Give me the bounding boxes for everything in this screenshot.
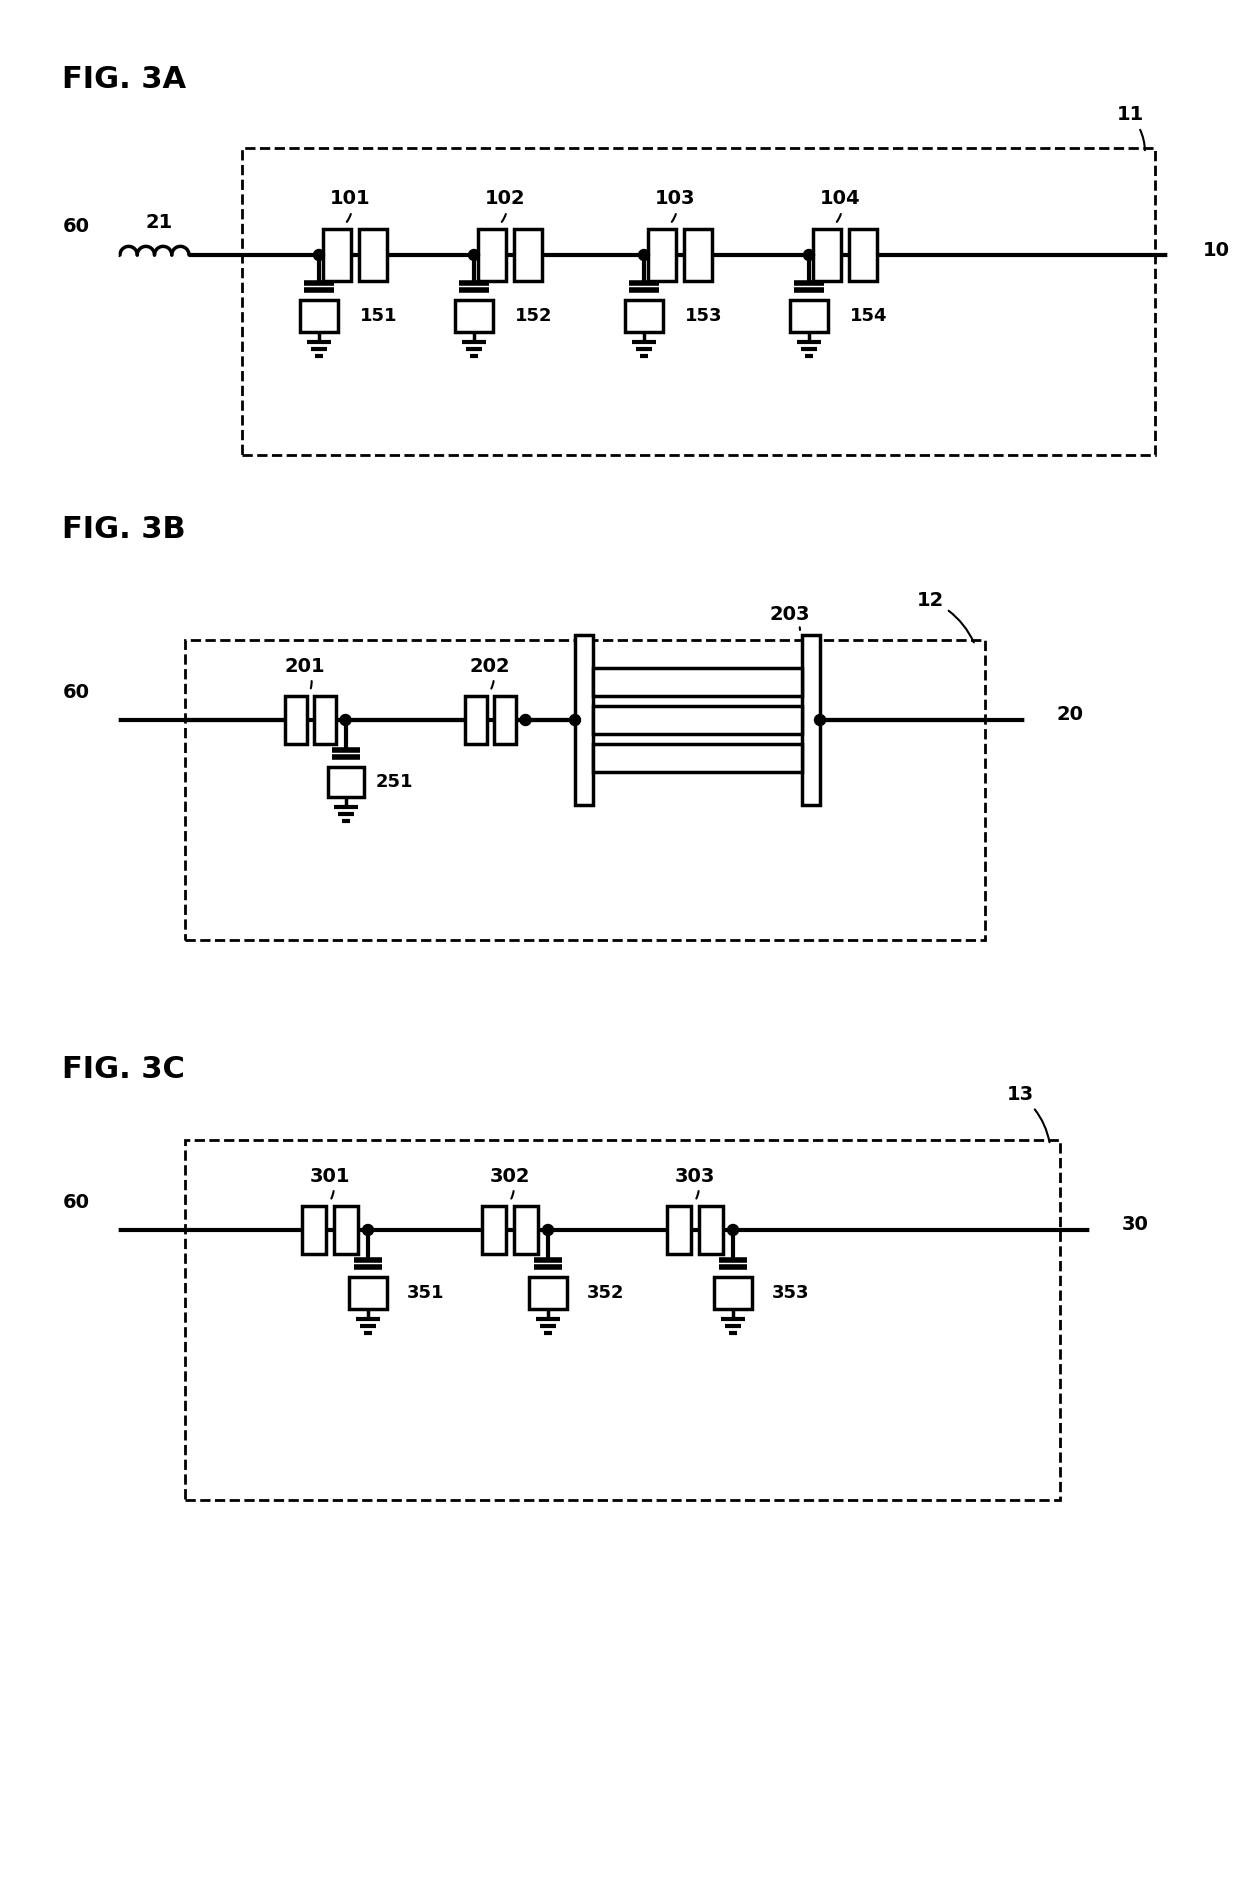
Circle shape bbox=[728, 1224, 739, 1235]
Bar bbox=[185, 640, 985, 941]
Circle shape bbox=[1025, 710, 1044, 729]
Circle shape bbox=[815, 714, 826, 725]
Circle shape bbox=[362, 1224, 373, 1235]
Text: 351: 351 bbox=[407, 1285, 444, 1302]
Bar bbox=[322, 229, 351, 281]
Bar bbox=[593, 744, 802, 773]
Text: 20: 20 bbox=[1056, 705, 1084, 725]
Bar bbox=[699, 1205, 723, 1254]
Text: 203: 203 bbox=[770, 606, 810, 631]
Bar bbox=[494, 695, 516, 744]
Text: 21: 21 bbox=[146, 212, 174, 232]
Text: 10: 10 bbox=[1203, 240, 1230, 259]
Bar bbox=[242, 147, 1154, 455]
Text: 202: 202 bbox=[470, 657, 511, 689]
Bar bbox=[575, 635, 593, 805]
Text: 302: 302 bbox=[490, 1167, 531, 1198]
Circle shape bbox=[99, 1220, 117, 1239]
Bar bbox=[327, 767, 363, 797]
Bar bbox=[360, 229, 387, 281]
Bar bbox=[593, 706, 802, 735]
Text: 104: 104 bbox=[820, 189, 861, 221]
Text: 101: 101 bbox=[330, 189, 371, 221]
Bar bbox=[284, 695, 306, 744]
Text: FIG. 3B: FIG. 3B bbox=[62, 516, 186, 544]
Bar bbox=[593, 669, 802, 695]
Circle shape bbox=[1091, 1220, 1109, 1239]
Circle shape bbox=[314, 249, 325, 261]
Text: 353: 353 bbox=[773, 1285, 810, 1302]
Bar bbox=[667, 1205, 691, 1254]
Text: 151: 151 bbox=[360, 308, 398, 325]
Text: FIG. 3C: FIG. 3C bbox=[62, 1056, 185, 1084]
Bar bbox=[802, 635, 820, 805]
Text: 152: 152 bbox=[515, 308, 553, 325]
Text: 60: 60 bbox=[62, 682, 89, 701]
Bar bbox=[314, 695, 336, 744]
Text: 301: 301 bbox=[310, 1167, 350, 1198]
Bar bbox=[477, 229, 506, 281]
Bar bbox=[465, 695, 486, 744]
Text: 13: 13 bbox=[1007, 1086, 1049, 1143]
Bar bbox=[300, 300, 339, 332]
Bar bbox=[334, 1205, 358, 1254]
Text: 154: 154 bbox=[849, 308, 888, 325]
Text: 30: 30 bbox=[1122, 1215, 1149, 1235]
Bar bbox=[529, 1277, 567, 1309]
Circle shape bbox=[99, 710, 117, 729]
Text: 60: 60 bbox=[62, 1192, 89, 1211]
Text: 60: 60 bbox=[62, 217, 89, 236]
Text: 251: 251 bbox=[376, 773, 413, 791]
Circle shape bbox=[804, 249, 815, 261]
Bar bbox=[649, 229, 676, 281]
Bar bbox=[185, 1139, 1060, 1500]
Bar bbox=[455, 300, 494, 332]
Circle shape bbox=[520, 714, 531, 725]
Bar bbox=[482, 1205, 506, 1254]
Bar bbox=[625, 300, 663, 332]
Circle shape bbox=[99, 246, 117, 264]
Text: 303: 303 bbox=[675, 1167, 715, 1198]
Text: 12: 12 bbox=[916, 591, 973, 642]
Circle shape bbox=[569, 714, 580, 725]
Circle shape bbox=[1169, 246, 1187, 264]
Text: 11: 11 bbox=[1116, 106, 1145, 151]
Bar bbox=[714, 1277, 751, 1309]
Bar bbox=[790, 300, 828, 332]
Bar bbox=[515, 229, 542, 281]
Bar bbox=[515, 1205, 538, 1254]
Bar bbox=[348, 1277, 387, 1309]
Circle shape bbox=[543, 1224, 553, 1235]
Text: 103: 103 bbox=[655, 189, 696, 221]
Circle shape bbox=[639, 249, 650, 261]
Circle shape bbox=[469, 249, 480, 261]
Text: 102: 102 bbox=[485, 189, 526, 221]
Text: 201: 201 bbox=[285, 657, 325, 688]
Circle shape bbox=[340, 714, 351, 725]
Text: 352: 352 bbox=[587, 1285, 625, 1302]
Bar bbox=[813, 229, 841, 281]
Bar bbox=[684, 229, 712, 281]
Text: FIG. 3A: FIG. 3A bbox=[62, 66, 186, 94]
Text: 153: 153 bbox=[684, 308, 723, 325]
Bar bbox=[303, 1205, 326, 1254]
Bar bbox=[849, 229, 877, 281]
